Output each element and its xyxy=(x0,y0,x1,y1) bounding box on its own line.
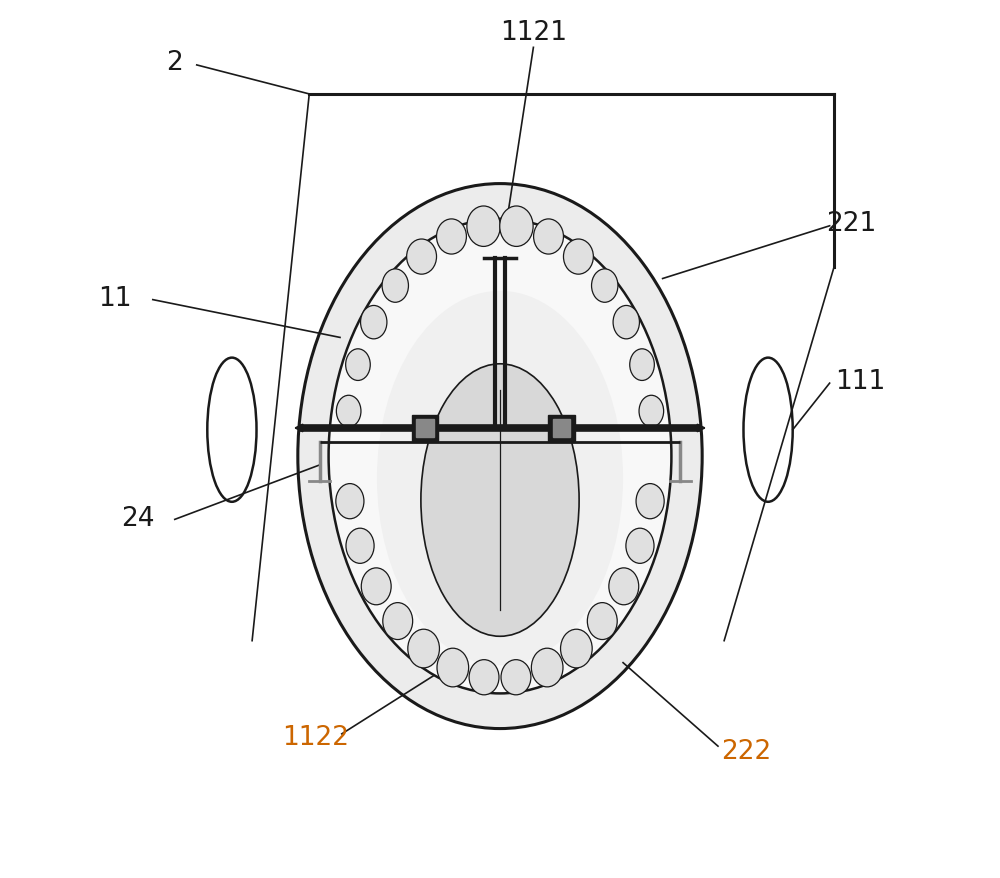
Text: 24: 24 xyxy=(121,505,155,531)
Text: 1122: 1122 xyxy=(282,724,349,751)
Bar xyxy=(416,420,434,437)
Ellipse shape xyxy=(609,568,639,605)
Ellipse shape xyxy=(329,220,671,694)
Ellipse shape xyxy=(636,484,664,519)
Text: 11: 11 xyxy=(98,285,132,312)
Ellipse shape xyxy=(421,364,579,637)
Ellipse shape xyxy=(563,240,593,275)
Ellipse shape xyxy=(361,568,391,605)
Ellipse shape xyxy=(383,603,413,640)
Ellipse shape xyxy=(336,484,364,519)
Ellipse shape xyxy=(336,396,361,428)
Bar xyxy=(548,415,575,442)
Ellipse shape xyxy=(298,184,702,729)
Ellipse shape xyxy=(408,630,439,668)
Ellipse shape xyxy=(613,306,639,340)
Ellipse shape xyxy=(437,649,469,687)
Text: 222: 222 xyxy=(721,738,771,764)
Ellipse shape xyxy=(407,240,437,275)
Ellipse shape xyxy=(469,660,499,695)
Ellipse shape xyxy=(561,630,592,668)
Text: 111: 111 xyxy=(835,369,886,395)
Ellipse shape xyxy=(346,529,374,564)
Ellipse shape xyxy=(500,206,533,247)
Ellipse shape xyxy=(592,270,618,303)
Ellipse shape xyxy=(587,603,617,640)
Text: 1121: 1121 xyxy=(500,20,567,47)
Ellipse shape xyxy=(467,206,500,247)
Bar xyxy=(553,420,570,437)
Ellipse shape xyxy=(626,529,654,564)
Text: 2: 2 xyxy=(166,50,183,76)
Ellipse shape xyxy=(501,660,531,695)
Ellipse shape xyxy=(382,270,408,303)
Ellipse shape xyxy=(531,649,563,687)
Ellipse shape xyxy=(534,220,563,255)
Ellipse shape xyxy=(377,291,623,666)
Text: 221: 221 xyxy=(826,211,877,237)
Ellipse shape xyxy=(437,220,466,255)
Ellipse shape xyxy=(630,349,654,381)
Bar xyxy=(412,415,438,442)
Ellipse shape xyxy=(361,306,387,340)
Ellipse shape xyxy=(639,396,664,428)
Ellipse shape xyxy=(346,349,370,381)
